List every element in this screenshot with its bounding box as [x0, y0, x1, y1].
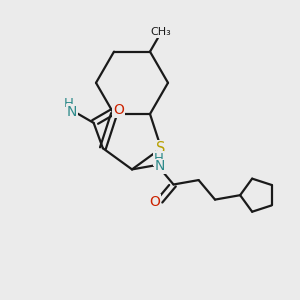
- Text: O: O: [149, 195, 160, 209]
- Text: O: O: [113, 103, 124, 117]
- Text: S: S: [156, 141, 166, 156]
- Text: H: H: [64, 97, 74, 110]
- Text: H: H: [154, 152, 164, 165]
- Text: CH₃: CH₃: [151, 27, 172, 37]
- Text: N: N: [155, 160, 165, 173]
- Text: N: N: [67, 105, 77, 119]
